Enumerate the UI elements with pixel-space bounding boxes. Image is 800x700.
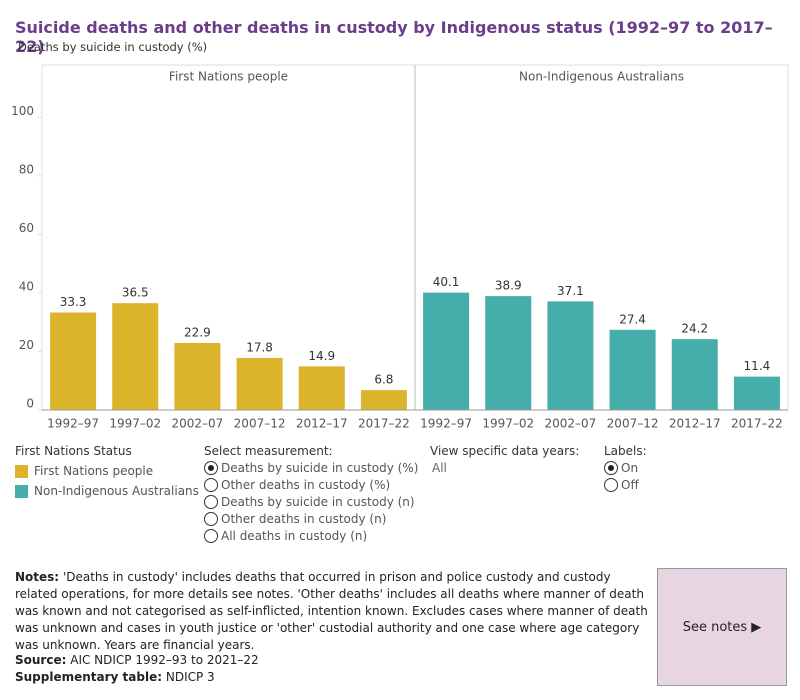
x-tick-label: 2017–22 [358,417,410,431]
radio-label[interactable]: Other deaths in custody (n) [221,511,387,526]
bar [485,296,532,410]
chart-title: Suicide deaths and other deaths in custo… [15,18,773,56]
legend-label: Non-Indigenous Australians [34,484,199,498]
source-label: Source: [15,653,67,667]
panel-header: First Nations people [169,70,288,84]
x-tick-label: 2017–22 [731,417,783,431]
value-label: 14.9 [308,349,335,363]
radio-label[interactable]: Deaths by suicide in custody (n) [221,494,415,509]
x-tick-label: 1992–97 [420,417,472,431]
radio-option[interactable]: Off [604,476,639,493]
supplementary-text: NDICP 3 [165,670,215,684]
notes-text: 'Deaths in custody' includes deaths that… [15,570,648,652]
value-label: 11.4 [744,359,771,373]
value-label: 24.2 [681,322,708,336]
value-label: 37.1 [557,284,584,298]
y-tick-label: 40 [19,279,34,293]
bar [174,342,221,410]
bar [609,329,656,410]
legend-title: First Nations Status [15,444,132,458]
chart-subtitle: Deaths by suicide in custody (%) [18,40,208,54]
x-tick-label: 1997–02 [482,417,534,431]
radio-button[interactable] [204,460,218,475]
value-label: 38.9 [495,279,522,293]
x-tick-label: 2002–07 [545,417,597,431]
legend: First Nations people Non-Indigenous Austr… [15,461,199,501]
source-text: AIC NDICP 1992–93 to 2021–22 [70,653,259,667]
radio-option[interactable]: Deaths by suicide in custody (%) [204,459,418,476]
radio-label[interactable]: Deaths by suicide in custody (%) [221,460,419,475]
bar [547,301,594,410]
y-tick-label: 20 [19,338,34,352]
source: Source: AIC NDICP 1992–93 to 2021–22 [15,653,259,667]
y-tick-label: 100 [11,104,34,118]
y-tick-label: 0 [26,397,34,411]
radio-button[interactable] [604,477,618,492]
measurement-label: Select measurement: [204,444,333,458]
y-tick-label: 60 [19,221,34,235]
supplementary-label: Supplementary table: [15,670,163,684]
radio-button[interactable] [604,460,618,475]
chart: 0 20 40 60 80 100 First Nations people 33.3 1992… [11,64,789,431]
x-tick-label: 2012–17 [669,417,721,431]
radio-label[interactable]: On [621,460,639,475]
x-tick-label: 2002–07 [172,417,224,431]
measurement-options: Deaths by suicide in custody (%) Other de… [204,459,418,544]
x-tick-label: 1992–97 [47,417,99,431]
value-label: 36.5 [122,286,149,300]
legend-swatch [15,484,28,498]
bar [298,366,345,410]
radio-label[interactable]: All deaths in custody (n) [221,528,368,543]
radio-button[interactable] [204,528,218,543]
bar [112,303,159,410]
years-label: View specific data years: [430,444,580,458]
value-label: 17.8 [246,340,273,354]
labels-options: On Off [604,459,639,493]
bar [236,357,283,410]
legend-item: Non-Indigenous Australians [15,481,199,501]
x-tick-label: 2012–17 [296,417,348,431]
x-tick-label: 1997–02 [109,417,161,431]
radio-option[interactable]: Deaths by suicide in custody (n) [204,493,418,510]
notes: Notes: 'Deaths in custody' includes deat… [15,569,650,654]
years-value[interactable]: All [432,461,447,475]
y-tick-label: 80 [19,162,34,176]
value-label: 40.1 [433,275,460,289]
legend-item: First Nations people [15,461,199,481]
bar [360,390,407,410]
legend-label: First Nations people [34,464,154,478]
radio-button[interactable] [204,477,218,492]
value-label: 6.8 [374,373,393,387]
x-tick-label: 2007–12 [234,417,286,431]
value-label: 33.3 [60,295,87,309]
legend-swatch [15,464,28,478]
radio-label[interactable]: Other deaths in custody (%) [221,477,391,492]
radio-button[interactable] [204,494,218,509]
see-notes-button[interactable]: See notes ▶ [657,568,787,686]
radio-button[interactable] [204,511,218,526]
bar [423,292,470,410]
bar [50,312,97,410]
radio-label[interactable]: Off [621,477,639,492]
value-label: 27.4 [619,312,646,326]
labels-label: Labels: [604,444,647,458]
radio-option[interactable]: Other deaths in custody (%) [204,476,418,493]
radio-option[interactable]: All deaths in custody (n) [204,527,418,544]
notes-label: Notes: [15,570,60,584]
radio-option[interactable]: On [604,459,639,476]
bar [671,339,718,410]
value-label: 22.9 [184,325,211,339]
x-tick-label: 2007–12 [607,417,659,431]
panel-header: Non-Indigenous Australians [519,70,684,84]
radio-option[interactable]: Other deaths in custody (n) [204,510,418,527]
bar [733,376,780,410]
supplementary: Supplementary table: NDICP 3 [15,670,215,684]
